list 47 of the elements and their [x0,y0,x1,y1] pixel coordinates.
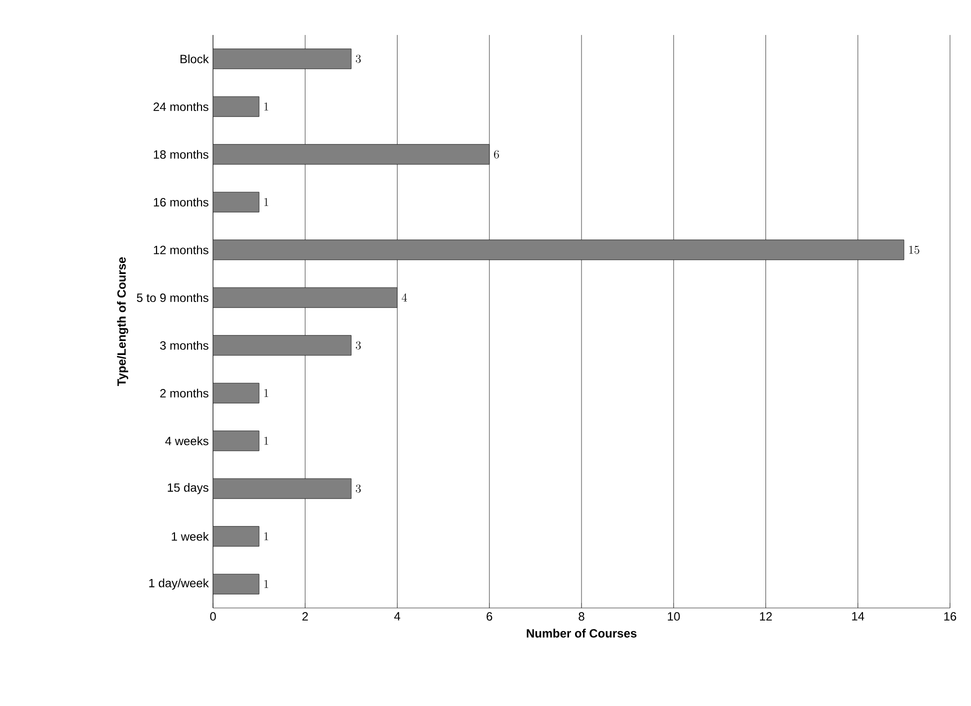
data-label: 6 [494,150,499,158]
y-tick-label: 4 weeks [165,436,208,446]
bar [213,144,490,165]
y-tick-label: 18 months [154,150,208,159]
bar [213,96,260,117]
bar [213,430,260,452]
x-tick-label: 10 [668,612,680,621]
bar [213,478,352,499]
y-tick-label: 3 months [160,340,208,350]
data-label: 15 [909,246,920,254]
y-tick-label: 1 week [172,532,209,541]
x-tick-label: 16 [944,612,956,621]
data-label: 1 [264,198,268,206]
data-label: 1 [264,580,268,588]
bar [213,48,352,70]
data-label: 1 [264,389,268,397]
x-tick-label: 8 [578,612,584,621]
bar [213,192,260,212]
bar [213,287,398,308]
x-tick-label: 4 [394,612,400,620]
y-tick-label: 12 months [154,245,208,254]
bar [213,382,260,404]
y-tick-label: 1 day/week [149,578,209,590]
bar [213,526,260,547]
data-label: 3 [356,341,361,350]
y-axis-title: Type/Length of Course [117,257,128,386]
data-label: 3 [356,54,361,63]
data-label: 1 [264,102,268,110]
x-tick-label: 2 [302,612,308,621]
y-tick-label: Block [180,54,209,64]
x-axis-title: Number of Courses [526,628,636,638]
y-tick-label: 2 months [160,388,208,398]
bar [213,240,904,260]
data-label: 3 [356,484,361,493]
x-tick-label: 14 [852,612,864,620]
x-tick-label: 0 [210,612,216,621]
y-tick-label: 16 months [154,198,208,206]
bar [213,574,260,594]
y-tick-label: 15 days [168,483,208,494]
data-label: 4 [402,293,407,302]
y-tick-label: 24 months [154,102,208,111]
bar [213,335,352,356]
x-tick-label: 12 [760,612,772,621]
y-tick-label: 5 to 9 months [136,293,208,302]
data-label: 1 [264,532,268,540]
x-tick-label: 6 [486,612,492,621]
data-label: 1 [264,436,268,445]
